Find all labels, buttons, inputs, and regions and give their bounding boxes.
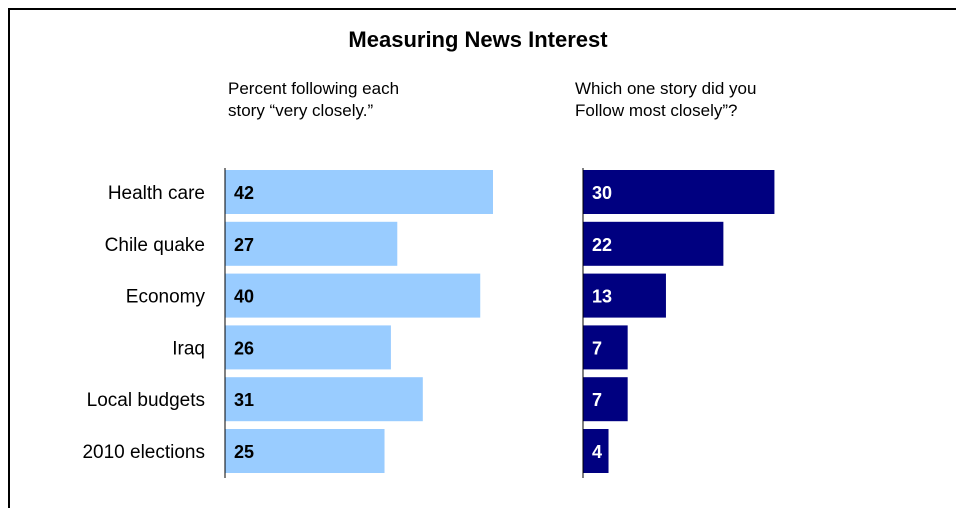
data-label: 7	[592, 390, 602, 410]
category-label: Economy	[126, 287, 206, 308]
right-panel-subtitle: Which one story did you Follow most clos…	[575, 79, 757, 120]
data-label: 27	[234, 235, 254, 255]
bar	[225, 429, 385, 473]
data-label: 13	[592, 287, 612, 307]
data-label: 7	[592, 338, 602, 358]
bar	[583, 325, 628, 370]
data-label: 22	[592, 235, 612, 255]
data-label: 26	[234, 338, 254, 358]
data-label: 30	[592, 183, 612, 203]
chart-frame	[8, 8, 956, 508]
data-label: 42	[234, 183, 254, 203]
bar	[225, 377, 423, 422]
data-label: 25	[234, 442, 254, 462]
chart-title: Measuring News Interest	[348, 27, 608, 52]
bar	[225, 325, 391, 370]
category-label: 2010 elections	[82, 442, 205, 463]
bar	[583, 170, 775, 214]
data-label: 4	[592, 442, 602, 462]
bar	[225, 273, 481, 318]
category-label: Chile quake	[105, 235, 205, 256]
bar	[225, 221, 398, 266]
bar	[583, 273, 666, 318]
category-label: Health care	[108, 183, 205, 204]
category-label: Iraq	[172, 338, 205, 359]
left-panel-subtitle: Percent following each story “very close…	[228, 79, 400, 120]
data-label: 31	[234, 390, 254, 410]
data-label: 40	[234, 287, 254, 307]
bar	[225, 170, 493, 214]
category-label: Local budgets	[87, 390, 205, 411]
bar	[583, 429, 609, 473]
bar	[583, 377, 628, 422]
bar	[583, 221, 724, 266]
